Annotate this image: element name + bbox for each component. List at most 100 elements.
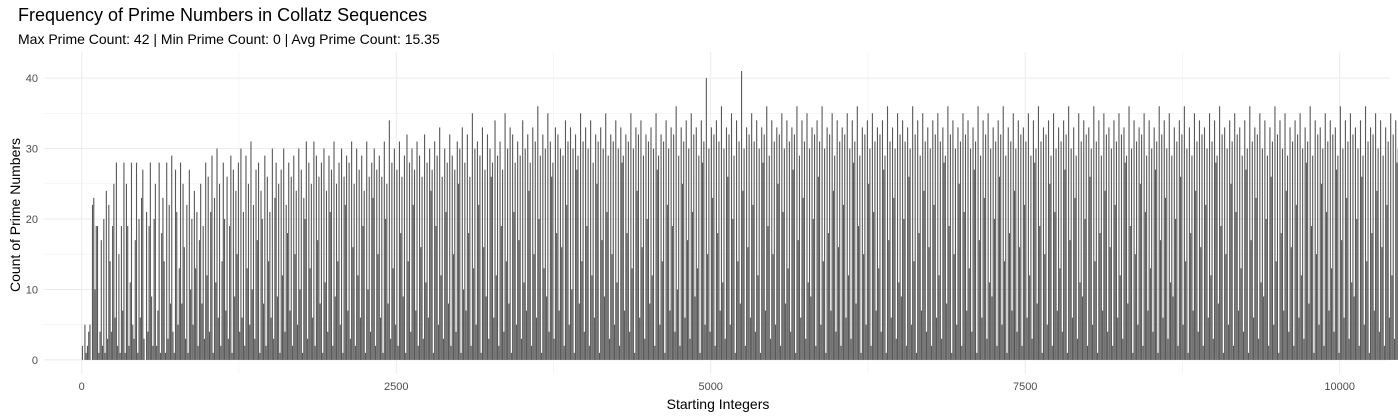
bar — [786, 120, 788, 360]
bar — [1216, 155, 1218, 360]
bar — [663, 141, 665, 360]
bar — [447, 303, 450, 360]
bar — [303, 197, 305, 360]
x-axis-label: Starting Integers — [666, 396, 770, 412]
bar — [714, 345, 716, 360]
y-tick-labels: 0 10 20 30 40 — [26, 73, 38, 367]
bar — [834, 155, 836, 360]
bar — [681, 183, 684, 360]
bar — [195, 268, 197, 360]
bar — [553, 338, 555, 360]
bar — [976, 352, 978, 360]
bar — [1339, 106, 1341, 360]
bar — [924, 141, 926, 360]
bar — [98, 352, 100, 360]
bar — [1055, 148, 1057, 360]
bar — [802, 197, 804, 360]
bar — [1309, 106, 1311, 360]
bar — [980, 155, 982, 360]
bar — [284, 331, 286, 360]
bar — [953, 254, 955, 360]
bar — [1338, 352, 1340, 360]
bar — [515, 324, 517, 360]
bar — [210, 211, 212, 360]
bar — [949, 134, 951, 360]
bar — [546, 296, 548, 360]
bar — [221, 261, 223, 360]
chart-subtitle: Max Prime Count: 42 | Min Prime Count: 0… — [18, 31, 440, 47]
bar — [415, 310, 417, 360]
bar — [1078, 113, 1080, 360]
bar — [817, 176, 819, 360]
bar — [1066, 352, 1068, 360]
bar — [304, 218, 306, 360]
bar — [215, 282, 217, 360]
bar — [528, 190, 530, 360]
bar — [522, 120, 524, 360]
bar — [758, 148, 760, 360]
bar — [190, 289, 192, 360]
bar — [1325, 211, 1328, 360]
bar — [179, 162, 182, 360]
bar — [552, 162, 554, 360]
bar — [1280, 233, 1282, 360]
bar — [1136, 141, 1138, 360]
bar — [249, 324, 251, 360]
bar — [1088, 127, 1090, 360]
bar — [572, 148, 574, 360]
bar — [1221, 134, 1223, 360]
bar — [436, 155, 438, 360]
bar — [1324, 113, 1326, 360]
bar — [532, 127, 534, 360]
bar — [590, 120, 592, 360]
bar — [1080, 141, 1082, 360]
bar — [1363, 324, 1365, 360]
bar — [257, 162, 260, 360]
bar — [1391, 275, 1393, 360]
bar — [766, 106, 768, 360]
bar — [1372, 134, 1374, 360]
bar — [1200, 247, 1202, 360]
bar — [1003, 261, 1006, 360]
bar — [961, 345, 963, 360]
bar — [1292, 141, 1294, 360]
bar — [418, 155, 421, 360]
bar — [496, 155, 499, 360]
bar — [1002, 106, 1004, 360]
bar — [351, 141, 353, 360]
bar — [939, 141, 941, 360]
bar — [905, 345, 907, 360]
bar — [1061, 331, 1063, 360]
bar — [893, 197, 895, 360]
bar — [1115, 141, 1117, 360]
bar — [323, 148, 325, 360]
bar — [302, 352, 304, 360]
bar — [183, 247, 185, 360]
bar — [541, 352, 543, 360]
bar — [289, 310, 291, 360]
bar — [512, 134, 514, 360]
bar — [898, 282, 900, 360]
bar — [1304, 127, 1306, 360]
bar — [108, 204, 110, 360]
bar — [356, 148, 358, 360]
bar — [220, 345, 222, 360]
bar — [1214, 120, 1216, 360]
bar — [1268, 345, 1270, 360]
bar — [954, 148, 956, 360]
bar — [383, 141, 385, 360]
bar — [1053, 113, 1055, 360]
bar — [839, 141, 841, 360]
y-tick-label: 0 — [32, 355, 38, 367]
bar — [985, 134, 987, 360]
bar — [1235, 211, 1237, 360]
bar — [830, 310, 832, 360]
bar — [741, 71, 743, 360]
bar — [1158, 106, 1160, 360]
bar — [278, 183, 280, 360]
bar — [456, 141, 458, 360]
bar — [1229, 120, 1231, 360]
bar — [193, 190, 195, 360]
bar — [756, 120, 758, 360]
bar — [494, 120, 496, 360]
